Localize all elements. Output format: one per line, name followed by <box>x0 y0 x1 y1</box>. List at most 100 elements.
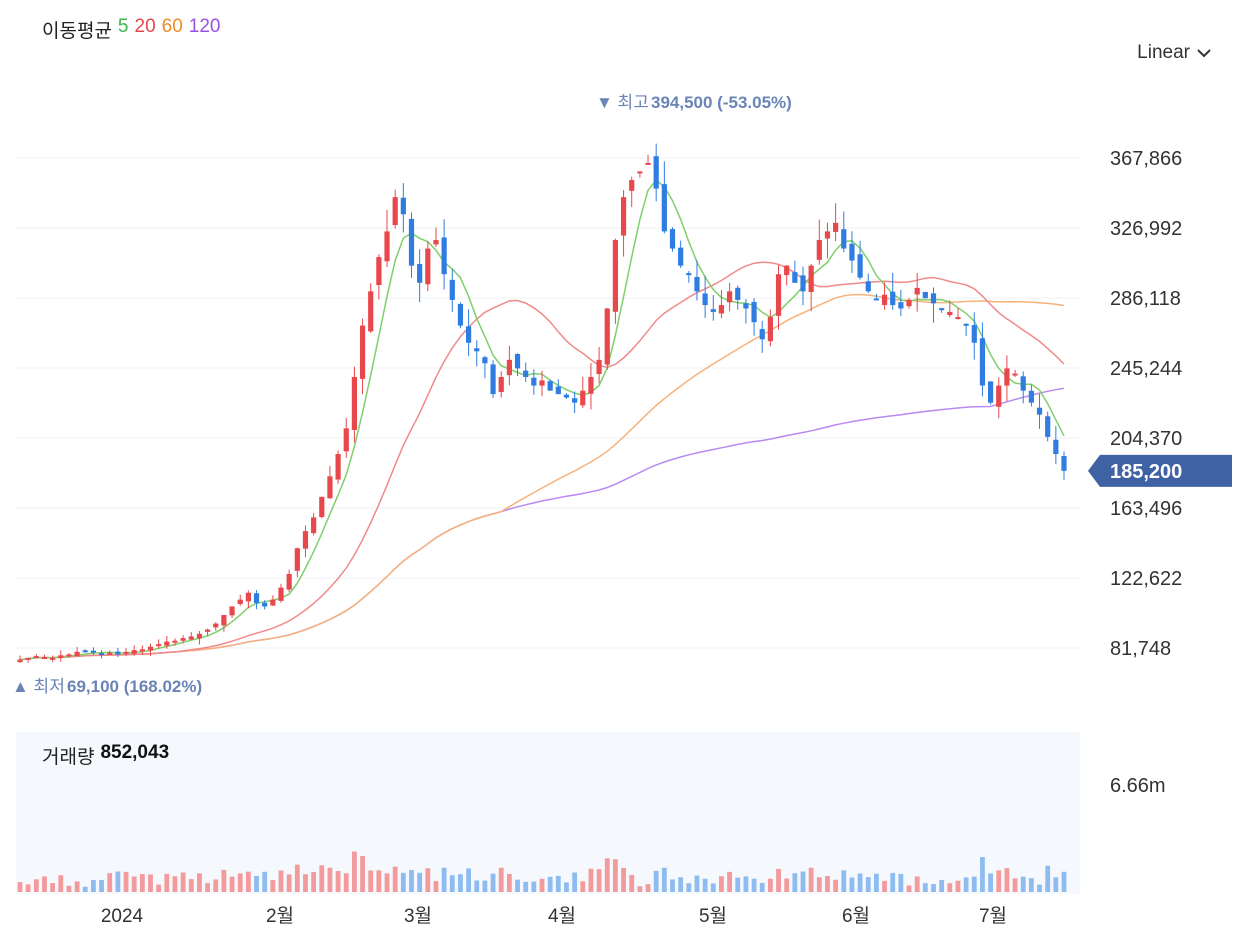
candle-body <box>906 299 912 307</box>
candle-body <box>1012 373 1018 376</box>
volume-bar <box>931 884 936 892</box>
candle-body <box>1036 407 1043 415</box>
volume-bar <box>874 873 879 892</box>
y-tick-label: 367,866 <box>1110 148 1182 170</box>
volume-bar <box>555 875 561 892</box>
volume-bar <box>710 883 716 892</box>
volume-bar <box>645 884 651 892</box>
candle-body <box>286 573 292 590</box>
volume-bar <box>678 877 684 892</box>
volume-bar <box>767 878 773 892</box>
candle-body <box>612 239 619 312</box>
candle-body <box>873 298 880 301</box>
candle-body <box>563 394 570 398</box>
candle-body <box>457 303 464 326</box>
ma120-label: 120 <box>188 16 221 37</box>
volume-bar <box>409 870 414 892</box>
volume-bar <box>539 878 545 892</box>
ma60-label: 60 <box>161 16 183 37</box>
volume-bar <box>58 875 64 892</box>
volume-bar <box>172 876 178 892</box>
volume-legend-value: 852,043 <box>100 742 170 763</box>
volume-bar <box>74 881 80 892</box>
candle-body <box>971 325 977 343</box>
volume-bar <box>971 876 977 892</box>
scale-select-value: Linear <box>1137 42 1190 63</box>
volume-bar <box>17 882 23 892</box>
volume-bar <box>25 884 31 892</box>
x-axis-label: 2월 <box>266 905 294 927</box>
volume-bar <box>91 879 96 892</box>
candle-body <box>743 303 749 309</box>
candle-body <box>253 593 260 604</box>
high-annotation-label: ▼ 최고 <box>596 93 649 112</box>
candle-body <box>531 377 537 386</box>
candle-body <box>237 599 243 604</box>
volume-bar <box>254 875 259 892</box>
candle-body <box>343 428 349 452</box>
x-axis-label: 3월 <box>404 905 432 927</box>
candle-body <box>441 237 447 275</box>
candle-body <box>400 197 406 215</box>
candle-body <box>482 357 488 364</box>
candle-body <box>384 231 390 262</box>
volume-bar <box>1028 878 1034 892</box>
volume-bar <box>278 870 284 892</box>
candle-body <box>221 615 227 626</box>
volume-bar <box>621 867 626 892</box>
volume-bar <box>816 877 822 892</box>
volume-bar <box>262 871 268 892</box>
candle-body <box>115 651 121 655</box>
volume-bar <box>343 873 349 892</box>
candle-body <box>1045 416 1051 437</box>
volume-bar <box>197 873 202 892</box>
ma-legend-title: 이동평균 <box>42 21 112 42</box>
volume-bar <box>531 881 537 892</box>
volume-bar <box>360 856 365 892</box>
volume-bar <box>792 873 798 892</box>
volume-bar <box>914 876 920 892</box>
scale-select[interactable]: Linear <box>1137 42 1212 64</box>
candle-body <box>213 623 219 628</box>
volume-bar <box>564 882 569 892</box>
volume-bar <box>947 883 953 892</box>
volume-bar <box>441 867 447 892</box>
volume-bar <box>572 872 578 892</box>
candle-body <box>278 587 284 601</box>
volume-bar <box>1020 876 1026 892</box>
candle-body <box>359 325 366 379</box>
candle-body <box>514 354 521 369</box>
volume-bar <box>237 873 243 892</box>
volume-bar <box>107 873 113 892</box>
volume-bar <box>727 871 732 892</box>
volume-bar <box>474 880 480 892</box>
candle-body <box>800 275 806 292</box>
volume-bar <box>425 868 431 892</box>
volume-bar <box>392 866 398 892</box>
volume-bar <box>1045 865 1051 892</box>
candle-body <box>661 184 667 232</box>
volume-bar <box>980 857 985 892</box>
volume-bar <box>702 878 708 892</box>
volume-bar <box>66 885 72 892</box>
candle-body <box>204 629 211 632</box>
candle-body <box>25 657 31 660</box>
volume-bar <box>458 874 463 892</box>
volume-bar <box>613 859 618 892</box>
current-price-tag <box>1088 454 1232 487</box>
volume-bar <box>433 881 439 892</box>
candle-body <box>1061 456 1067 471</box>
volume-panel-bg <box>16 732 1080 894</box>
candle-body <box>33 656 39 659</box>
ma20-line <box>19 261 1065 661</box>
candle-body <box>726 291 733 303</box>
volume-bar <box>376 870 382 892</box>
volume-bar <box>996 870 1002 892</box>
candle-body <box>718 305 725 314</box>
candle-body <box>735 287 741 300</box>
volume-legend: 거래량 852,043 <box>42 742 169 769</box>
volume-bar <box>123 871 129 892</box>
volume-bar <box>188 879 194 892</box>
ma20-label: 20 <box>134 16 156 37</box>
